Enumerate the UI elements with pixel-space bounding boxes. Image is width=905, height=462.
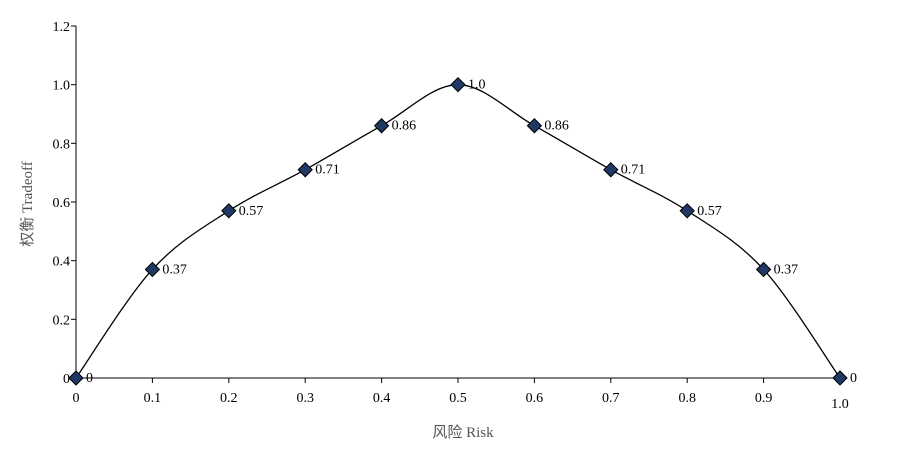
x-tick-label: 0.3 [296,391,314,406]
tick-labels: 0 0.2 0.4 0.6 0.8 1.0 1.2 0 0.1 0.2 0.3 0.4 0.5 0.6 0.… [53,20,849,412]
data-point-marker [68,370,84,386]
data-point-label: 0.37 [162,262,187,277]
y-tick-label: 1.2 [53,20,71,35]
x-tick-label: 0.7 [602,391,620,406]
data-point-marker [144,261,161,278]
series-line [75,84,841,379]
data-point-marker [679,203,695,219]
series-markers [68,76,848,386]
data-point-label: 0.71 [315,163,340,178]
y-tick-label: 1.0 [53,79,71,94]
x-tick-label: 1.0 [831,397,849,412]
x-axis-label: 风险 Risk [432,424,494,441]
y-axis-label: 权衡 Tradeoff [19,161,36,246]
data-point-label: 0 [86,371,93,386]
data-point-marker [297,162,313,178]
x-tick-label: 0.4 [373,391,391,406]
data-point-label: 0 [850,371,857,386]
y-tick-label: 0.6 [53,196,71,211]
data-point-label: 0.86 [544,119,569,134]
data-point-label: 0.71 [621,163,646,178]
x-tick-label: 0.8 [678,391,696,406]
data-point-marker [526,118,543,134]
data-point-label: 0.57 [697,204,722,219]
x-tick-label: 0.6 [526,391,544,406]
x-tick-label: 0 [73,391,80,406]
data-point-label: 0.86 [392,119,417,134]
axes [71,25,841,383]
x-tick-label: 0.1 [144,391,162,406]
x-tick-label: 0.5 [449,391,467,406]
y-tick-label: 0 [63,372,70,387]
data-labels: 0 0.37 0.57 0.71 0.86 1.0 0.86 0.71 0.57 0.37 0 [86,78,857,386]
y-tick-label: 0.8 [53,137,71,152]
data-point-marker [603,162,619,178]
data-point-marker [221,203,237,219]
data-point-label: 0.37 [774,262,799,277]
data-point-marker [373,118,390,134]
data-point-label: 1.0 [468,78,486,93]
data-point-marker [832,370,848,386]
y-tick-label: 0.4 [53,255,71,270]
x-tick-label: 0.2 [220,391,238,406]
data-point-marker [450,76,466,93]
data-point-label: 0.57 [239,204,263,219]
y-tick-label: 0.2 [53,313,71,328]
data-point-marker [755,261,772,278]
x-tick-label: 0.9 [755,391,773,406]
